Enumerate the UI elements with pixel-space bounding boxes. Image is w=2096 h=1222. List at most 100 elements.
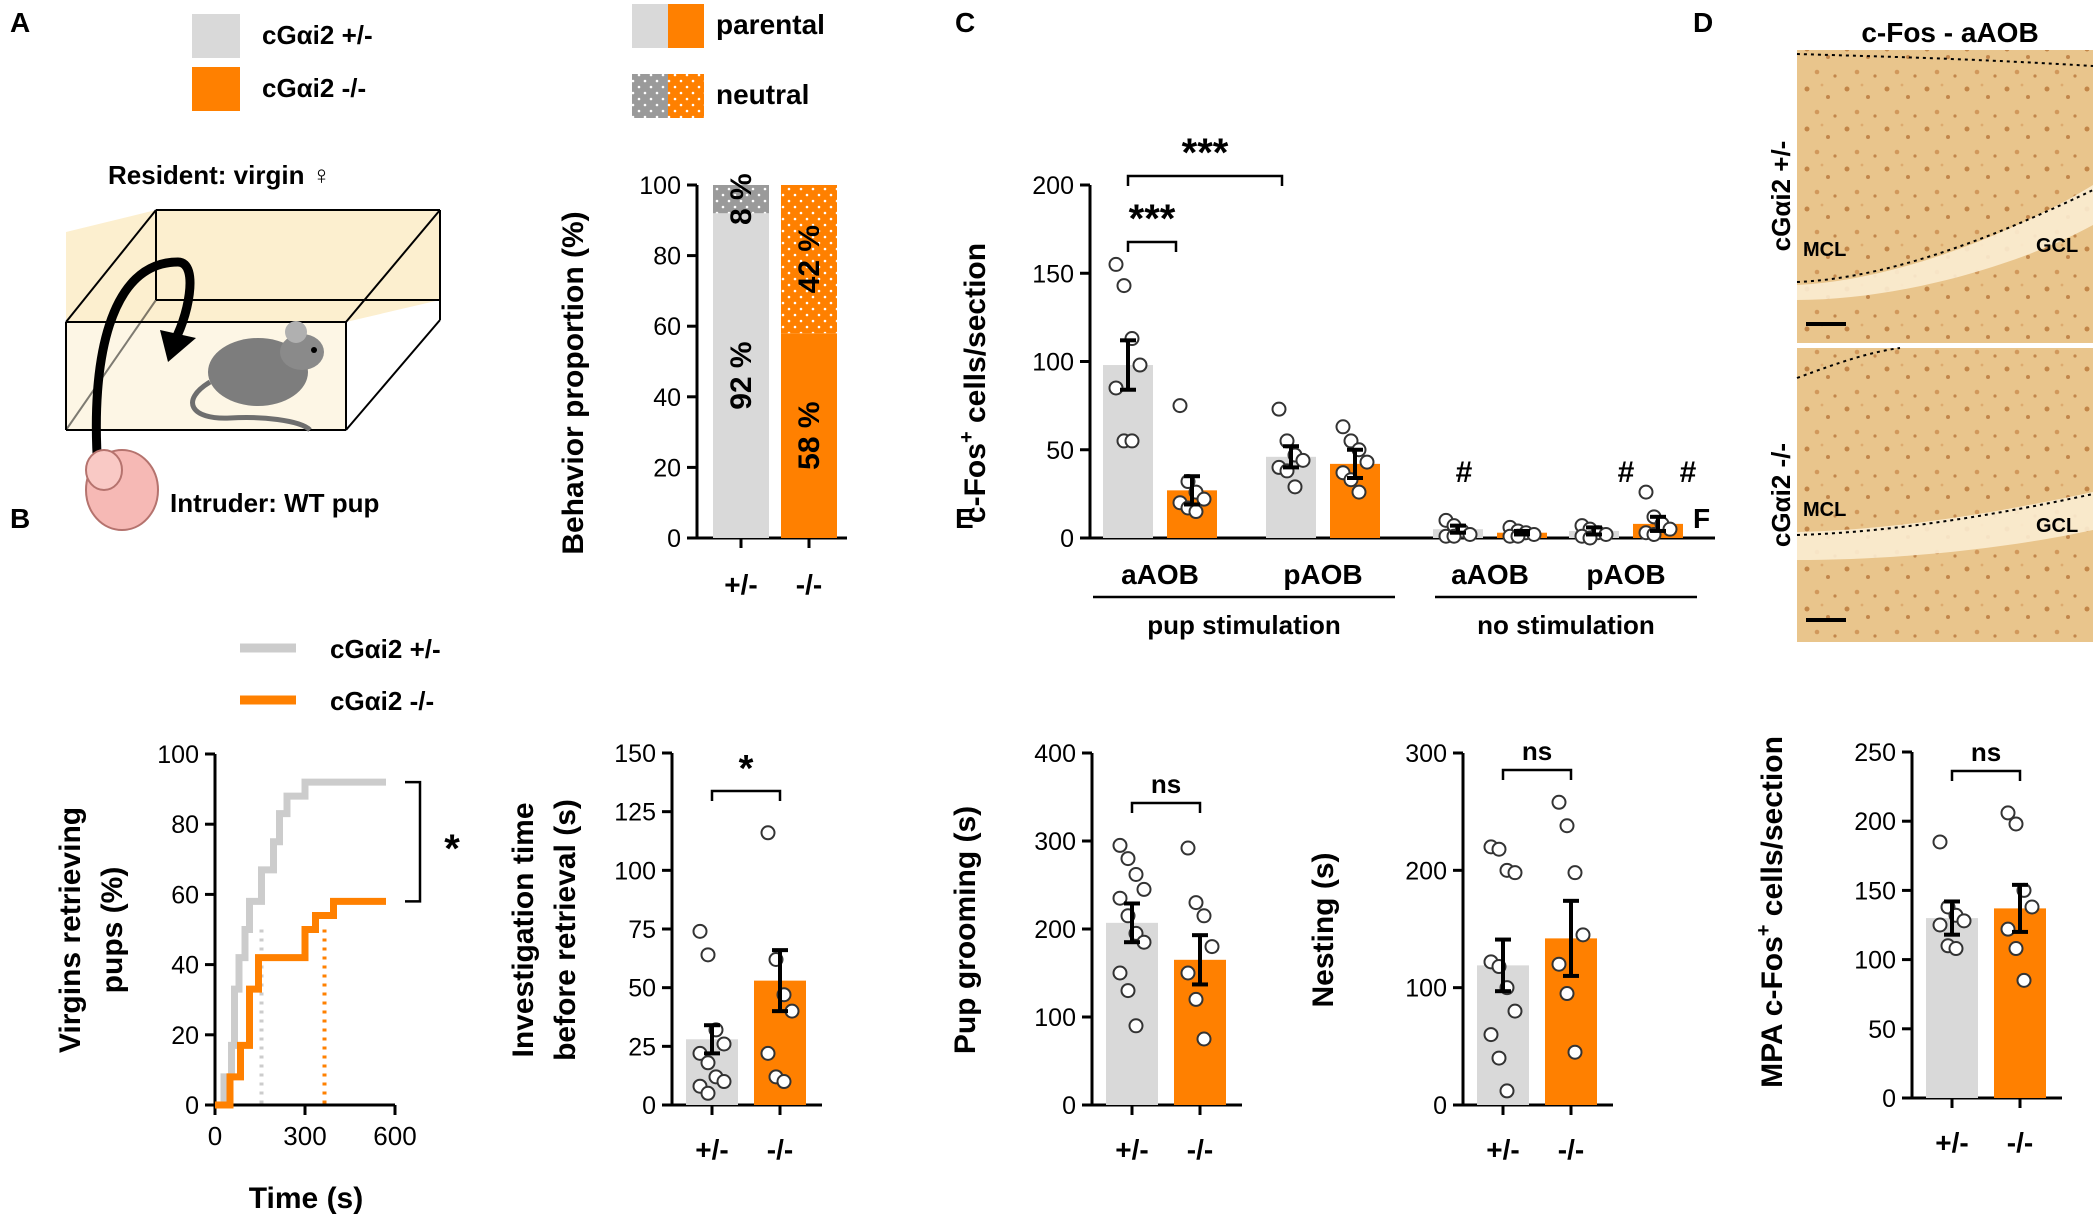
c-data-point: [1287, 479, 1303, 495]
c-y-tick-label: 50: [1046, 437, 1074, 465]
b1-x-tick-label: 0: [208, 1121, 222, 1151]
f-y-tick-label: 100: [1854, 947, 1896, 975]
histology-band-ko: [1797, 492, 2093, 560]
c-data-point: [1188, 504, 1204, 520]
chart-cfos-aob: 0 50 100 150 200 c-Fos+ cells/section aAOB pAOB…: [956, 131, 1715, 640]
b2-y-tick-label: 50: [628, 975, 656, 1003]
histology-boundary-het: [1796, 189, 2094, 283]
b2-y-tick-label: 75: [628, 916, 656, 944]
a-y-tick-label: 80: [653, 243, 681, 271]
histology-boundary-ko: [1796, 493, 2094, 536]
c-group-label: aAOB: [1451, 559, 1529, 590]
e1-bracket: [1130, 801, 1202, 813]
f-y-tick-label: 250: [1854, 739, 1896, 767]
f-data-point: [2016, 972, 2032, 988]
e2-bracket: [1501, 768, 1573, 780]
f-y-tick-label: 200: [1854, 808, 1896, 836]
legend-label-het: cGαi2 +/-: [262, 20, 373, 50]
e2-data-point: [1491, 1050, 1507, 1066]
b2-y-label-line1: Investigation time: [507, 802, 540, 1057]
histology-mcl-het: MCL: [1803, 239, 1846, 261]
a-bar-parental-0: [713, 213, 769, 539]
legend-retrieval-ko: cGαi2 -/-: [330, 686, 434, 716]
b2-bracket: [710, 789, 782, 801]
e2-data-point: [1551, 956, 1567, 972]
histology-gcl-het: GCL: [2036, 235, 2078, 257]
e1-data-point: [1180, 965, 1196, 981]
b1-x-tick-label: 600: [373, 1121, 416, 1151]
e2-data-point: [1507, 865, 1523, 881]
c-data-point: [1351, 484, 1367, 500]
b2-data-point: [700, 1055, 716, 1071]
f-data-point: [2024, 899, 2040, 915]
a-bar-neutral-1: [781, 185, 837, 334]
f-y-label: MPA c-Fos+ cells/section: [1753, 736, 1789, 1088]
panel-label-a: A: [10, 7, 30, 38]
c-data-point: [1271, 401, 1287, 417]
f-data-point: [2000, 921, 2016, 937]
legend-retrieval-het: cGαi2 +/-: [330, 634, 441, 664]
b1-y-tick-label: 80: [171, 811, 199, 839]
b2-significance: *: [739, 748, 754, 790]
e2-x-tick-label: -/-: [1558, 1134, 1584, 1165]
c-data-point: [1359, 454, 1375, 470]
f-data-point: [2000, 805, 2016, 821]
e1-significance: ns: [1151, 769, 1181, 799]
schematic-resident-label: Resident: virgin ♀: [108, 160, 331, 190]
a-bar-label: 42 %: [793, 225, 826, 293]
b2-y-tick-label: 25: [628, 1033, 656, 1061]
e2-data-point: [1491, 841, 1507, 857]
b1-y-label-line1: Virgins retrieving: [54, 807, 87, 1053]
chart-mpa-cfos: 0 50 100 150 200 250 +/- -/- ns MPA c-Fos+ cells/…: [1753, 736, 2062, 1158]
b1-x-tick-label: 300: [283, 1121, 326, 1151]
f-y-tick-label: 150: [1854, 877, 1896, 905]
b2-data-point: [700, 947, 716, 963]
c-data-point: [1335, 419, 1351, 435]
e1-data-point: [1188, 895, 1204, 911]
a-y-tick-label: 60: [653, 313, 681, 341]
f-data-point: [1956, 913, 1972, 929]
b2-data-point: [692, 923, 708, 939]
legend-swatch-ko: [192, 67, 240, 111]
e1-data-point: [1180, 840, 1196, 856]
e2-y-tick-label: 300: [1405, 740, 1447, 768]
a-x-tick-label: +/-: [724, 569, 757, 600]
e2-data-point: [1483, 1027, 1499, 1043]
curved-arrow: [91, 257, 195, 471]
cage-back: [66, 210, 440, 322]
pup-icon: [85, 449, 159, 531]
a-bar-label: 8 %: [725, 173, 758, 225]
legend-label-ko: cGαi2 -/-: [262, 73, 366, 103]
b2-data-point: [700, 1085, 716, 1101]
schematic-intruder-label: Intruder: WT pup: [170, 488, 379, 518]
a-bar-label: 58 %: [793, 401, 826, 469]
c-group-label: pAOB: [1283, 559, 1362, 590]
f-data-point: [2008, 816, 2024, 832]
a-y-label: Behavior proportion (%): [557, 211, 590, 554]
legend-swatch-parental-het: [632, 4, 668, 48]
f-data-point: [1932, 834, 1948, 850]
panel-label-d: D: [1693, 7, 1713, 38]
e2-data-point: [1567, 1044, 1583, 1060]
e1-data-point: [1120, 851, 1136, 867]
a-y-tick-label: 100: [639, 172, 681, 200]
e1-data-point: [1196, 1031, 1212, 1047]
b2-y-tick-label: 0: [642, 1092, 656, 1120]
histology-top-boundary-ko: [1796, 347, 1901, 379]
b1-y-tick-label: 20: [171, 1022, 199, 1050]
e1-y-tick-label: 100: [1034, 1004, 1076, 1032]
c-data-point: [1132, 357, 1148, 373]
chart-nesting: 0 100 200 300 +/- -/- ns Nesting (s): [1307, 736, 1613, 1165]
a-bar-neutral-0: [713, 185, 769, 214]
e1-y-tick-label: 400: [1034, 740, 1076, 768]
legend-behavior: parental neutral: [632, 4, 825, 118]
a-bar-label: 92 %: [725, 341, 758, 409]
e1-data-point: [1128, 866, 1144, 882]
e1-data-point: [1136, 881, 1152, 897]
c-data-point: [1108, 256, 1124, 272]
chart-retrieval-curve: 0 20 40 60 80 100 0 300 600 Time (s) Virgins retri…: [54, 741, 460, 1215]
e1-y-tick-label: 300: [1034, 828, 1076, 856]
legend-swatch-neutral-het: [632, 74, 668, 118]
e1-data-point: [1120, 983, 1136, 999]
